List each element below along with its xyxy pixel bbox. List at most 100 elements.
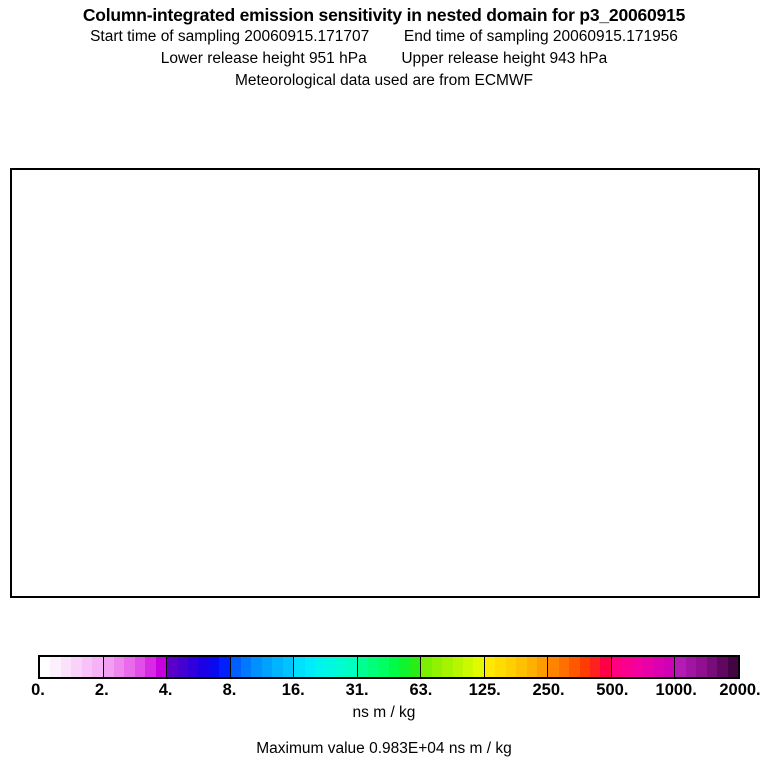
colorbar-tick-10: 1000. xyxy=(655,681,697,699)
colorbar-band xyxy=(315,657,326,677)
colorbar-band xyxy=(516,657,527,677)
emission-sensitivity-field xyxy=(12,170,758,596)
colorbar-band xyxy=(431,657,443,677)
colorbar-band xyxy=(696,657,707,677)
colorbar-band xyxy=(389,657,400,677)
colorbar-segment-8 xyxy=(548,657,612,677)
colorbar-segment-4 xyxy=(294,657,358,677)
colorbar-band xyxy=(706,657,718,677)
colorbar-band xyxy=(421,657,432,677)
colorbar-band xyxy=(664,657,675,677)
colorbar-band xyxy=(134,657,146,677)
colorbar-segment-9 xyxy=(611,657,676,677)
colorbar-band xyxy=(155,657,167,677)
colorbar-band xyxy=(536,657,548,677)
colorbar-tick-1: 2. xyxy=(94,681,109,699)
colorbar-band xyxy=(727,657,738,677)
end-time-label: End time of sampling 20060915.171956 xyxy=(403,28,678,45)
map-panel[interactable] xyxy=(10,168,760,598)
colorbar-band xyxy=(357,657,369,677)
colorbar-tick-0: 0. xyxy=(31,681,45,699)
colorbar-band xyxy=(442,657,453,677)
colorbar-tick-4: 16. xyxy=(281,681,305,699)
colorbar-band xyxy=(103,657,114,677)
colorbar-unit-label: ns m / kg xyxy=(352,704,416,721)
colorbar-tick-labels: 0. 2. 4. 8. 16. 31. 63. 125. 250. 500. 1000. 2000. xyxy=(0,681,768,703)
colorbar-segment-1 xyxy=(103,657,168,677)
colorbar-segment-5 xyxy=(357,657,422,677)
colorbar-band xyxy=(378,657,389,677)
colorbar-band xyxy=(325,657,336,677)
colorbar-segment-2 xyxy=(167,657,231,677)
colorbar-band xyxy=(81,657,93,677)
colorbar-band xyxy=(685,657,697,677)
colorbar-band xyxy=(579,657,591,677)
colorbar-tick-3: 8. xyxy=(222,681,237,699)
colorbar-segment-3 xyxy=(230,657,295,677)
colorbar-band xyxy=(219,657,230,677)
colorbar-band xyxy=(335,657,347,677)
colorbar-band xyxy=(251,657,262,677)
colorbar-band xyxy=(526,657,537,677)
colorbar-band xyxy=(558,657,570,677)
colorbar-segment-0 xyxy=(40,657,104,677)
colorbar-band xyxy=(717,657,728,677)
colorbar-band xyxy=(505,657,517,677)
colorbar-band xyxy=(50,657,61,677)
release-height-line: Lower release height 951 hPa Upper relea… xyxy=(0,48,768,70)
start-time-label: Start time of sampling 20060915.171707 xyxy=(90,28,370,45)
colorbar-band xyxy=(145,657,156,677)
colorbar-band xyxy=(294,657,305,677)
colorbar-band xyxy=(177,657,188,677)
colorbar-band xyxy=(590,657,601,677)
colorbar-band xyxy=(643,657,654,677)
colorbar-band xyxy=(484,657,496,677)
colorbar-band xyxy=(495,657,506,677)
colorbar-band xyxy=(261,657,273,677)
colorbar-tick-8: 250. xyxy=(532,681,565,699)
colorbar-band xyxy=(600,657,611,677)
colorbar-band xyxy=(71,657,82,677)
colorbar-band xyxy=(399,657,410,677)
upper-release-height-label: Upper release height 943 hPa xyxy=(401,50,608,67)
colorbar-tick-7: 125. xyxy=(468,681,501,699)
colorbar-band xyxy=(569,657,580,677)
colorbar-band xyxy=(124,657,135,677)
colorbar-band xyxy=(611,657,623,677)
colorbar-band xyxy=(462,657,474,677)
colorbar-band xyxy=(198,657,209,677)
sampling-time-line: Start time of sampling 20060915.171707 E… xyxy=(0,26,768,48)
lower-release-height-label: Lower release height 951 hPa xyxy=(160,50,367,67)
colorbar-band xyxy=(675,657,686,677)
colorbar-band xyxy=(282,657,294,677)
colorbar-band xyxy=(113,657,125,677)
colorbar-band xyxy=(368,657,379,677)
colorbar-segment-10 xyxy=(675,657,738,677)
figure-header: Column-integrated emission sensitivity i… xyxy=(0,0,768,92)
colorbar-band xyxy=(167,657,178,677)
colorbar-tick-6: 63. xyxy=(409,681,433,699)
colorbar-segment-6 xyxy=(421,657,485,677)
met-data-label: Meteorological data used are from ECMWF xyxy=(234,72,534,89)
colorbar-tick-11: 2000. xyxy=(719,681,761,699)
colorbar-band xyxy=(452,657,463,677)
colorbar-band xyxy=(409,657,421,677)
colorbar-tick-5: 31. xyxy=(345,681,369,699)
colorbar-band xyxy=(241,657,252,677)
colorbar-band xyxy=(40,657,51,677)
colorbar-band xyxy=(304,657,316,677)
colorbar-band xyxy=(632,657,644,677)
colorbar-band xyxy=(272,657,283,677)
colorbar-band xyxy=(548,657,559,677)
colorbar-band xyxy=(187,657,199,677)
colorbar-band xyxy=(653,657,665,677)
colorbar-tick-9: 500. xyxy=(596,681,629,699)
colorbar-band xyxy=(622,657,633,677)
colorbar-tick-2: 4. xyxy=(158,681,173,699)
colorbar-band xyxy=(208,657,220,677)
page-title: Column-integrated emission sensitivity i… xyxy=(82,5,686,25)
colorbar[interactable] xyxy=(38,655,740,679)
colorbar-segment-7 xyxy=(484,657,549,677)
colorbar-band xyxy=(230,657,242,677)
colorbar-band xyxy=(346,657,357,677)
